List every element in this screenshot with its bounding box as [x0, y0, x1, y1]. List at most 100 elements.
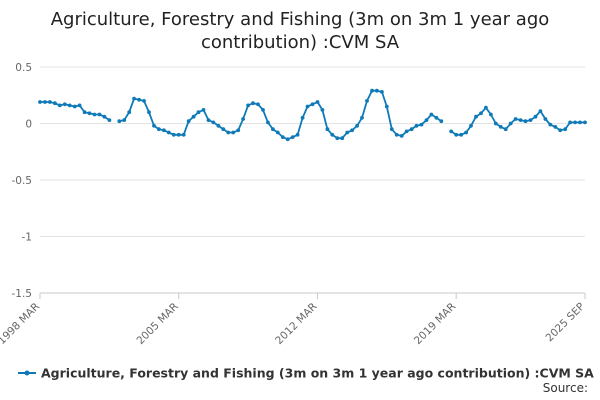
data-point — [370, 88, 374, 93]
data-point — [77, 103, 82, 108]
data-point — [181, 132, 186, 137]
gridlines — [40, 66, 585, 237]
data-point — [558, 128, 563, 133]
data-point — [503, 127, 508, 132]
data-point — [186, 119, 191, 124]
data-point — [57, 103, 62, 108]
data-point — [389, 127, 394, 132]
data-point — [355, 123, 359, 128]
data-point — [246, 103, 251, 108]
data-point — [72, 104, 77, 109]
data-point — [236, 128, 241, 133]
data-point — [553, 125, 558, 129]
series-line-segment — [450, 106, 585, 136]
legend-label: Agriculture, Forestry and Fishing (3m on… — [41, 366, 594, 381]
data-point — [429, 112, 434, 117]
data-point — [439, 119, 444, 124]
y-tick-label: -1.5 — [12, 288, 33, 300]
data-point — [48, 100, 52, 104]
y-tick-label: -1 — [22, 232, 32, 244]
data-point — [523, 119, 528, 124]
data-point — [285, 137, 290, 142]
data-point — [498, 125, 503, 129]
data-point — [256, 102, 260, 107]
data-point — [474, 114, 478, 119]
data-point — [360, 115, 364, 120]
data-point — [221, 127, 226, 132]
data-point — [464, 130, 468, 135]
x-tick-label: 1998 MAR — [0, 301, 42, 347]
data-point — [201, 108, 206, 112]
data-point — [459, 132, 463, 137]
data-point — [305, 104, 310, 109]
data-point — [275, 130, 280, 135]
data-point — [211, 120, 216, 125]
data-point — [375, 88, 379, 93]
chart-title-line-1: Agriculture, Forestry and Fishing (3m on… — [51, 9, 550, 30]
data-point — [424, 118, 429, 122]
x-axis — [39, 292, 586, 299]
data-point — [82, 110, 87, 115]
data-point — [538, 109, 543, 113]
data-point — [152, 123, 156, 128]
data-point — [142, 99, 146, 103]
data-point — [419, 122, 424, 127]
data-point — [290, 135, 295, 140]
chart-title-line-2: contribution) :CVM SA — [201, 32, 400, 53]
data-point — [261, 108, 265, 112]
data-point — [479, 111, 483, 116]
data-point — [449, 129, 454, 134]
x-tick-label: 2019 MAR — [412, 301, 458, 347]
data-point — [241, 117, 246, 121]
data-point — [325, 127, 330, 132]
data-point — [508, 121, 513, 126]
data-point — [137, 97, 142, 102]
data-point — [166, 130, 171, 135]
data-point — [335, 136, 340, 141]
x-axis-tick-labels: 1998 MAR 2005 MAR 2012 MAR 2019 MAR 2025 SEP — [0, 301, 587, 347]
data-point — [384, 104, 389, 109]
x-tick-label: 2025 SEP — [543, 301, 587, 345]
data-point — [271, 127, 275, 132]
data-point — [97, 112, 102, 117]
data-point — [484, 105, 488, 110]
data-point — [583, 120, 587, 125]
data-point — [528, 118, 533, 122]
data-point — [399, 134, 404, 138]
y-tick-label: 0 — [25, 119, 32, 131]
data-point — [43, 100, 47, 104]
data-point — [330, 132, 335, 137]
source-label: Source: — [543, 381, 588, 395]
data-point — [196, 110, 201, 115]
data-point — [132, 96, 137, 101]
data-point — [493, 121, 498, 126]
data-point — [345, 130, 350, 135]
data-point — [350, 128, 354, 133]
chart-title: Agriculture, Forestry and Fishing (3m on… — [51, 9, 550, 53]
data-point — [127, 110, 132, 115]
data-point — [280, 135, 285, 140]
data-point — [320, 108, 325, 112]
data-point — [67, 103, 72, 108]
legend: Agriculture, Forestry and Fishing (3m on… — [18, 366, 594, 381]
data-point — [340, 136, 345, 141]
data-point — [62, 102, 67, 107]
data-point — [176, 132, 181, 137]
data-point — [147, 110, 151, 115]
data-point — [404, 129, 409, 134]
data-point — [295, 132, 300, 137]
data-point — [414, 123, 419, 128]
data-point — [409, 127, 414, 132]
data-point — [563, 127, 568, 132]
data-point — [394, 132, 399, 137]
data-point — [191, 114, 196, 119]
y-axis-tick-labels: 0.5 0 -0.5 -1 -1.5 — [12, 62, 33, 300]
data-point — [226, 130, 231, 135]
data-point — [573, 120, 577, 125]
data-point — [231, 130, 236, 135]
data-point — [53, 101, 57, 106]
data-point — [92, 112, 97, 117]
data-point — [310, 102, 315, 107]
data-point — [300, 115, 305, 120]
